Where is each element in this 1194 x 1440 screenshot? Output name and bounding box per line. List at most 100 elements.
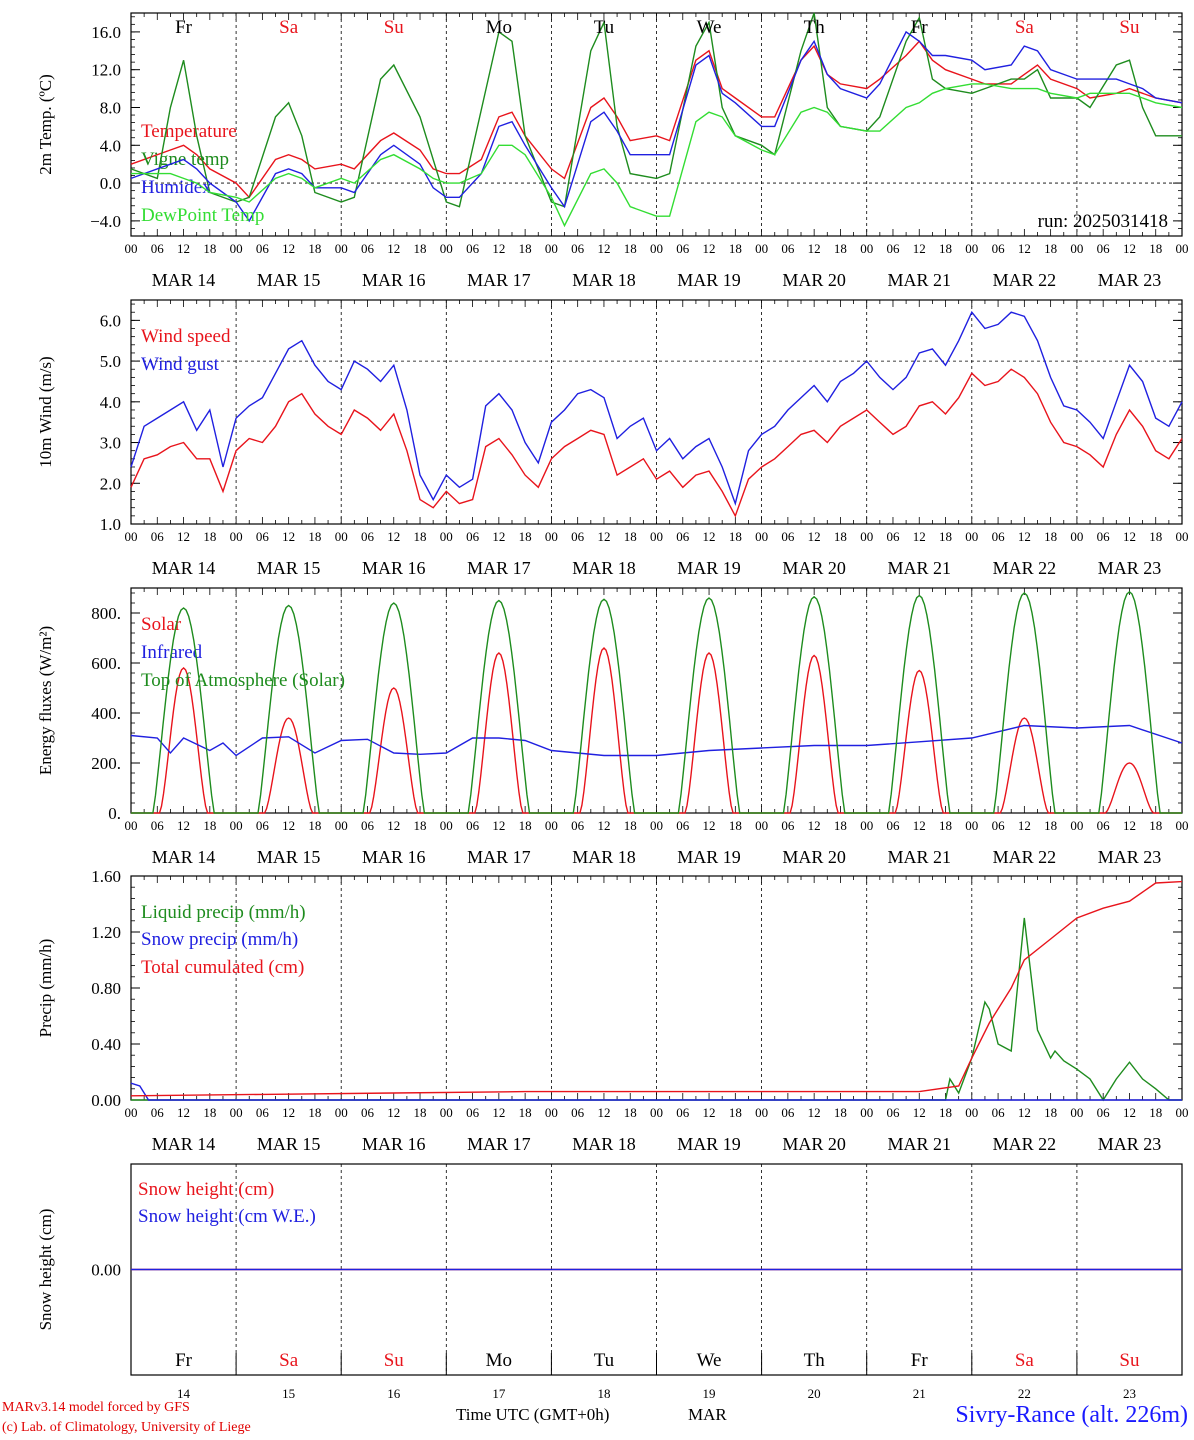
- day-label: MAR 18: [572, 558, 636, 578]
- weekday-label: Su: [384, 1350, 405, 1371]
- x-tick-label: 18: [414, 818, 427, 833]
- day-label: MAR 16: [362, 1134, 426, 1154]
- x-tick-label: 06: [151, 241, 165, 256]
- x-tick-label: 18: [729, 818, 742, 833]
- x-tick-label: 12: [492, 241, 505, 256]
- x-tick-label: 18: [624, 529, 637, 544]
- x-tick-label: 06: [781, 818, 795, 833]
- x-tick-label: 12: [177, 529, 190, 544]
- x-tick-label: 06: [256, 529, 270, 544]
- weekday-label: Mo: [486, 1350, 512, 1371]
- x-tick-label: 18: [834, 529, 847, 544]
- x-tick-label: 00: [125, 1105, 138, 1120]
- day-label: MAR 14: [152, 558, 216, 578]
- x-tick-label: 00: [545, 818, 558, 833]
- day-label: MAR 23: [1098, 1134, 1162, 1154]
- x-tick-label: 12: [913, 1105, 926, 1120]
- x-tick-label: 06: [571, 818, 585, 833]
- x-tick-label: 00: [1070, 818, 1083, 833]
- x-tick-label: 06: [676, 1105, 690, 1120]
- x-tick-label: 06: [992, 1105, 1006, 1120]
- x-tick-label: 06: [886, 241, 900, 256]
- x-tick-label: 00: [1176, 818, 1189, 833]
- x-tick-label: 12: [597, 241, 610, 256]
- x-tick-label: 06: [992, 241, 1006, 256]
- x-tick-label: 18: [203, 818, 216, 833]
- x-tick-label: 12: [597, 818, 610, 833]
- day-label: MAR 22: [993, 1134, 1057, 1154]
- day-label: MAR 19: [677, 558, 741, 578]
- x-tick-label: 00: [440, 1105, 453, 1120]
- x-tick-label: 06: [361, 1105, 375, 1120]
- series-line: [130, 1082, 1182, 1101]
- y-tick-label: 12.0: [91, 61, 121, 80]
- day-label: MAR 19: [677, 847, 741, 867]
- x-tick-label: 00: [650, 818, 663, 833]
- day-number: 17: [492, 1386, 506, 1400]
- x-tick-label: 12: [282, 241, 295, 256]
- x-tick-label: 06: [992, 529, 1006, 544]
- x-tick-label: 12: [177, 1105, 190, 1120]
- x-tick-label: 12: [387, 241, 400, 256]
- y-tick-label: 6.0: [100, 311, 121, 330]
- x-tick-label: 18: [519, 529, 532, 544]
- x-tick-label: 18: [1149, 241, 1162, 256]
- day-label: MAR 16: [362, 270, 426, 290]
- x-tick-label: 00: [125, 241, 138, 256]
- weekday-label: Fr: [911, 1350, 929, 1371]
- x-tick-label: 12: [1018, 241, 1031, 256]
- y-tick-label: 600.: [91, 654, 121, 673]
- x-tick-label: 00: [860, 241, 873, 256]
- x-tick-label: 12: [177, 241, 190, 256]
- x-tick-label: 12: [1123, 241, 1136, 256]
- x-tick-label: 06: [361, 529, 375, 544]
- x-tick-label: 18: [939, 1105, 952, 1120]
- weekday-label: Th: [804, 17, 826, 38]
- x-tick-label: 06: [151, 529, 165, 544]
- day-label: MAR 21: [887, 558, 951, 578]
- x-axis-title: Time UTC (GMT+0h): [456, 1405, 610, 1424]
- x-tick-label: 18: [939, 529, 952, 544]
- x-tick-label: 00: [1070, 241, 1083, 256]
- x-tick-label: 12: [808, 529, 821, 544]
- y-tick-label: 0.00: [91, 1091, 121, 1110]
- x-tick-label: 00: [545, 241, 558, 256]
- day-number: 19: [703, 1386, 716, 1400]
- x-tick-label: 06: [1097, 1105, 1111, 1120]
- x-tick-label: 00: [440, 529, 453, 544]
- location-title: Sivry-Rance (alt. 226m): [955, 1402, 1188, 1428]
- day-label: MAR 21: [887, 847, 951, 867]
- run-label: run: 2025031418: [1038, 211, 1168, 232]
- x-tick-label: 00: [335, 241, 348, 256]
- y-axis-label: Energy fluxes (W/m²): [36, 626, 55, 775]
- x-tick-label: 00: [965, 818, 978, 833]
- legend-label: Top of Atmosphere (Solar): [141, 670, 345, 691]
- weekday-label: Su: [1119, 17, 1140, 38]
- x-tick-label: 18: [624, 1105, 637, 1120]
- day-label: MAR 17: [467, 558, 531, 578]
- day-label: MAR 14: [152, 270, 216, 290]
- day-number: 20: [808, 1386, 821, 1400]
- x-tick-label: 12: [282, 1105, 295, 1120]
- x-tick-label: 00: [650, 1105, 663, 1120]
- x-tick-label: 18: [939, 241, 952, 256]
- day-label: MAR 17: [467, 847, 531, 867]
- x-tick-label: 18: [834, 818, 847, 833]
- plot-frame: [130, 299, 1183, 525]
- x-tick-label: 06: [256, 818, 270, 833]
- day-label: MAR 22: [993, 847, 1057, 867]
- x-tick-label: 18: [624, 241, 637, 256]
- x-tick-label: 12: [282, 818, 295, 833]
- y-tick-label: 0.0: [100, 174, 121, 193]
- series-line: [131, 83, 1183, 228]
- x-tick-label: 06: [1097, 529, 1111, 544]
- legend-label: Vigne temp: [141, 149, 229, 170]
- x-tick-label: 18: [834, 241, 847, 256]
- day-label: MAR 18: [572, 847, 636, 867]
- day-label: MAR 22: [993, 558, 1057, 578]
- x-tick-label: 00: [335, 529, 348, 544]
- x-tick-label: 06: [151, 818, 165, 833]
- legend-label: Snow height (cm W.E.): [138, 1206, 316, 1227]
- x-tick-label: 18: [414, 241, 427, 256]
- x-tick-label: 12: [492, 1105, 505, 1120]
